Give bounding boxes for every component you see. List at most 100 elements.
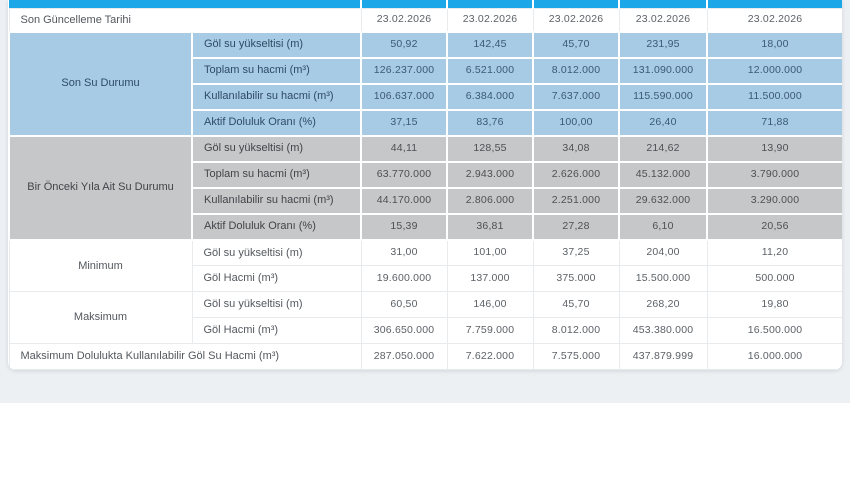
section-label-previous-year: Bir Önceki Yıla Ait Su Durumu [8, 134, 193, 241]
metric-label: Aktif Doluluk Oranı (%) [191, 108, 362, 137]
table-row: Kullanılabilir su hacmi (m³) 106.637.000… [9, 82, 842, 111]
metric-value: 231,95 [618, 30, 708, 59]
metric-value: 214,62 [618, 134, 708, 163]
metric-value: 20,56 [706, 212, 842, 241]
metric-value: 26,40 [618, 108, 708, 137]
section-label-maximum: Maksimum [8, 291, 193, 344]
metric-value: 8.012.000 [532, 317, 620, 344]
metric-value: 146,00 [446, 291, 534, 318]
metric-value: 45.132.000 [618, 160, 708, 189]
metric-label: Göl Hacmi (m³) [191, 317, 362, 344]
metric-value: 11.500.000 [706, 82, 842, 111]
metric-value: 3.790.000 [706, 160, 842, 189]
metric-value: 34,08 [532, 134, 620, 163]
metric-value: 306.650.000 [360, 317, 448, 344]
table-header-sliver [9, 0, 842, 9]
metric-label: Kullanılabilir su hacmi (m³) [191, 186, 362, 215]
metric-value: 268,20 [618, 291, 708, 318]
metric-value: 126.237.000 [360, 56, 448, 85]
metric-value: 106.637.000 [360, 82, 448, 111]
metric-value: 101,00 [446, 239, 534, 266]
metric-value: 2.806.000 [446, 186, 534, 215]
metric-value: 3.290.000 [706, 186, 842, 215]
metric-value: 115.590.000 [618, 82, 708, 111]
metric-value: 204,00 [618, 239, 708, 266]
section-label-minimum: Minimum [8, 239, 193, 292]
metric-value: 16.500.000 [706, 317, 842, 344]
metric-label: Göl su yükseltisi (m) [191, 291, 362, 318]
table-row: Minimum Göl su yükseltisi (m) 31,00 101,… [8, 239, 842, 292]
last-update-value: 23.02.2026 [446, 8, 534, 32]
metric-value: 8.012.000 [532, 56, 620, 85]
last-update-value: 23.02.2026 [532, 8, 620, 32]
metric-value: 7.622.000 [446, 343, 534, 370]
metric-value: 137.000 [446, 265, 534, 292]
table-row: Toplam su hacmi (m³) 63.770.000 2.943.00… [9, 160, 842, 189]
metric-value: 7.637.000 [532, 82, 620, 111]
metric-value: 142,45 [446, 30, 534, 59]
header-col-4 [618, 0, 707, 9]
metric-value: 2.943.000 [446, 160, 534, 189]
row-max-usable-volume: Maksimum Dolulukta Kullanılabilir Göl Su… [8, 343, 842, 370]
header-col-1 [360, 0, 447, 9]
last-update-label: Son Güncelleme Tarihi [8, 8, 362, 32]
metric-value: 31,00 [360, 239, 448, 266]
metric-value: 29.632.000 [618, 186, 708, 215]
metric-value: 19,80 [706, 291, 842, 318]
metric-value: 44,11 [360, 134, 448, 163]
metric-value: 36,81 [446, 212, 534, 241]
metric-value: 287.050.000 [360, 343, 448, 370]
metric-label: Göl Hacmi (m³) [191, 265, 362, 292]
metric-value: 15.500.000 [618, 265, 708, 292]
table-row: Son Su Durumu Göl su yükseltisi (m) 50,9… [8, 30, 842, 137]
header-col-5 [706, 0, 842, 9]
metric-value: 83,76 [446, 108, 534, 137]
metric-value: 71,88 [706, 108, 842, 137]
metric-value: 37,25 [532, 239, 620, 266]
header-col-3 [532, 0, 619, 9]
metric-value: 27,28 [532, 212, 620, 241]
metric-value: 2.251.000 [532, 186, 620, 215]
table-row: Kullanılabilir su hacmi (m³) 44.170.000 … [9, 186, 842, 215]
metric-value: 2.626.000 [532, 160, 620, 189]
metric-label: Toplam su hacmi (m³) [191, 56, 362, 85]
metric-value: 63.770.000 [360, 160, 448, 189]
table-row: Göl Hacmi (m³) 306.650.000 7.759.000 8.0… [9, 317, 842, 344]
dam-water-status-table: Son Güncelleme Tarihi 23.02.2026 23.02.2… [8, 0, 842, 370]
metric-label: Göl su yükseltisi (m) [191, 239, 362, 266]
metric-value: 13,90 [706, 134, 842, 163]
row-last-update: Son Güncelleme Tarihi 23.02.2026 23.02.2… [8, 8, 842, 32]
metric-label: Aktif Doluluk Oranı (%) [191, 212, 362, 241]
metric-value: 16.000.000 [706, 343, 842, 370]
metric-value: 453.380.000 [618, 317, 708, 344]
header-col-2 [446, 0, 533, 9]
last-update-value: 23.02.2026 [618, 8, 708, 32]
metric-value: 11,20 [706, 239, 842, 266]
max-usable-volume-label: Maksimum Dolulukta Kullanılabilir Göl Su… [8, 343, 362, 370]
metric-value: 50,92 [360, 30, 448, 59]
metric-value: 6.384.000 [446, 82, 534, 111]
section-label-current-status: Son Su Durumu [8, 30, 193, 137]
metric-label: Göl su yükseltisi (m) [191, 134, 362, 163]
metric-label: Kullanılabilir su hacmi (m³) [191, 82, 362, 111]
metric-value: 45,70 [532, 291, 620, 318]
metric-value: 6.521.000 [446, 56, 534, 85]
metric-value: 500.000 [706, 265, 842, 292]
metric-value: 12.000.000 [706, 56, 842, 85]
metric-label: Göl su yükseltisi (m) [191, 30, 362, 59]
metric-label: Toplam su hacmi (m³) [191, 160, 362, 189]
metric-value: 7.759.000 [446, 317, 534, 344]
water-data-table: Son Güncelleme Tarihi 23.02.2026 23.02.2… [8, 0, 842, 370]
metric-value: 128,55 [446, 134, 534, 163]
metric-value: 45,70 [532, 30, 620, 59]
metric-value: 437.879.999 [618, 343, 708, 370]
metric-value: 60,50 [360, 291, 448, 318]
table-row: Göl Hacmi (m³) 19.600.000 137.000 375.00… [9, 265, 842, 292]
table-row: Bir Önceki Yıla Ait Su Durumu Göl su yük… [8, 134, 842, 241]
table-row: Maksimum Göl su yükseltisi (m) 60,50 146… [8, 291, 842, 344]
metric-value: 131.090.000 [618, 56, 708, 85]
header-label-cell [9, 0, 361, 9]
metric-value: 19.600.000 [360, 265, 448, 292]
metric-value: 18,00 [706, 30, 842, 59]
last-update-value: 23.02.2026 [706, 8, 842, 32]
